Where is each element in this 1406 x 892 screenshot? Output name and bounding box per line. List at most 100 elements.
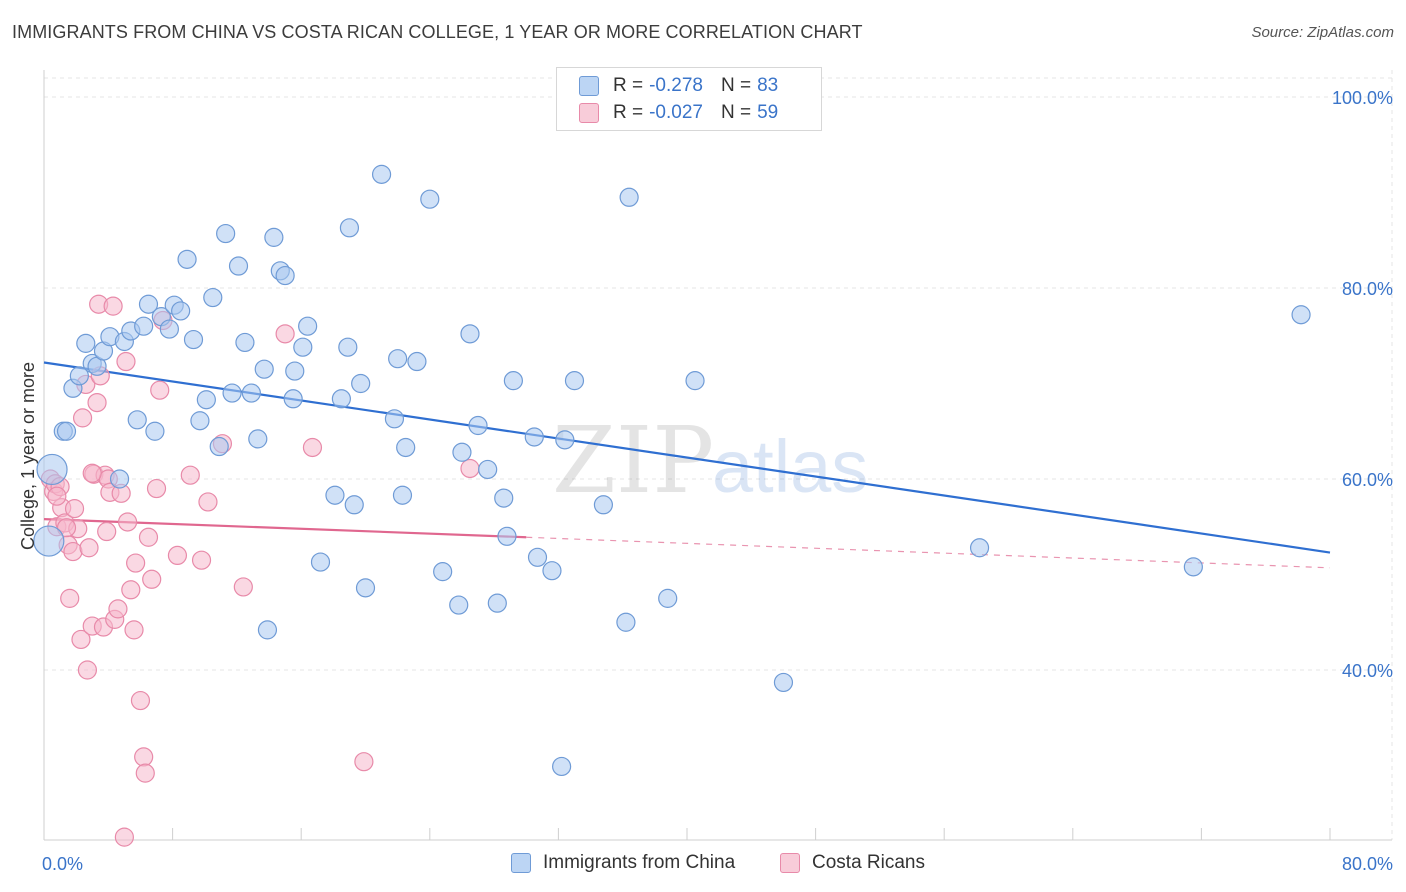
china-point [527, 547, 548, 567]
china-point [339, 218, 360, 238]
china-point [325, 485, 345, 505]
china-point [542, 561, 562, 581]
costa-rica-point [82, 463, 102, 483]
x-tick-label: 0.0% [42, 854, 83, 874]
china-point [183, 329, 204, 350]
data-points [33, 110, 1311, 847]
series-legend: Immigrants from China Costa Ricans [0, 852, 1406, 878]
china-point [298, 316, 318, 336]
china-point [285, 361, 305, 381]
legend-r-label: R = [613, 75, 644, 96]
y-tick-label: 100.0% [1332, 88, 1393, 108]
china-point [159, 319, 179, 339]
costa-rica-point [47, 486, 67, 506]
watermark: ZIP atlas [552, 407, 868, 514]
china-point [134, 316, 154, 336]
correlation-legend: R = -0.278 N = 83 R = -0.027 N = 59 [556, 67, 822, 131]
costa-rica-point [77, 660, 98, 680]
costa-rica-point [354, 752, 374, 772]
china-point [331, 389, 351, 409]
costa-rica-point [275, 324, 295, 344]
china-point [109, 469, 130, 489]
legend-n-value: 59 [757, 102, 779, 123]
china-point [452, 442, 472, 462]
china-point [254, 359, 274, 379]
china-point [564, 371, 585, 391]
legend-swatch-china [579, 76, 599, 96]
china-point [177, 249, 197, 269]
y-axis-label: College, 1 year or more [18, 362, 38, 550]
china-point [257, 620, 278, 640]
china-point [619, 187, 639, 207]
china-point [248, 429, 268, 449]
legend-r-value: -0.278 [649, 75, 703, 96]
china-point [203, 287, 223, 308]
china-point [478, 459, 498, 480]
china-point [264, 227, 284, 247]
legend-r-value: -0.027 [649, 102, 703, 123]
costa-rica-point [114, 827, 134, 847]
china-point [616, 612, 636, 632]
china-point [593, 495, 614, 515]
costa-rica-point [79, 538, 99, 558]
legend-row-costa-rica: R = -0.027 N = 59 [579, 100, 778, 126]
axes [43, 70, 1392, 841]
costa-rica-point [167, 545, 188, 566]
china-point [407, 351, 427, 372]
china-point [344, 495, 364, 515]
china-point [460, 324, 480, 344]
china-point [388, 349, 408, 369]
china-point [76, 333, 96, 353]
costa-rica-trend-line [43, 518, 527, 539]
tick-labels: 40.0% 60.0% 80.0% 100.0% 0.0% 80.0% [42, 88, 1393, 874]
china-point [145, 421, 165, 441]
china-point [209, 436, 229, 457]
china-point [190, 411, 210, 431]
china-point [275, 265, 295, 286]
china-point [433, 562, 453, 582]
costa-rica-point [460, 458, 480, 479]
chart-title: IMMIGRANTS FROM CHINA VS COSTA RICAN COL… [12, 22, 863, 42]
costa-rica-point [124, 620, 144, 640]
x-tick-label: 80.0% [1342, 854, 1393, 874]
china-point [1183, 557, 1203, 577]
china-point [468, 415, 488, 436]
costa-rica-point [146, 478, 167, 499]
legend-swatch-costa-rica [780, 853, 800, 873]
costa-rica-point [198, 492, 218, 512]
china-point [1291, 305, 1311, 325]
legend-n-label: N = [720, 75, 752, 96]
china-point [555, 430, 575, 450]
costa-rica-point [142, 569, 162, 589]
y-tick-label: 80.0% [1342, 279, 1393, 299]
china-point [392, 485, 413, 505]
costa-rica-point [71, 629, 91, 650]
costa-rica-point [138, 527, 159, 547]
china-point [33, 525, 65, 557]
china-point [338, 337, 358, 357]
china-point [310, 552, 331, 572]
china-point [969, 538, 990, 558]
y-tick-label: 40.0% [1342, 661, 1393, 681]
china-point [685, 371, 705, 391]
legend-n-label: N = [720, 102, 752, 123]
legend-swatch-costa-rica [579, 103, 599, 123]
costa-rica-point [150, 380, 170, 400]
legend-row-china: R = -0.278 N = 83 [579, 73, 778, 99]
china-point [235, 332, 255, 353]
china-point [283, 389, 303, 409]
china-point [503, 371, 523, 391]
china-point [355, 578, 376, 598]
costa-rica-point [126, 553, 146, 573]
china-point [196, 390, 216, 410]
legend-item-china: Immigrants from China [511, 852, 735, 874]
china-point [773, 672, 794, 693]
costa-rica-trend-extension [526, 536, 1331, 569]
china-point [384, 409, 405, 429]
legend-label-china: Immigrants from China [543, 852, 736, 873]
china-point [494, 488, 514, 508]
legend-r-label: R = [613, 102, 644, 123]
china-point [351, 373, 371, 394]
china-point [222, 383, 242, 403]
